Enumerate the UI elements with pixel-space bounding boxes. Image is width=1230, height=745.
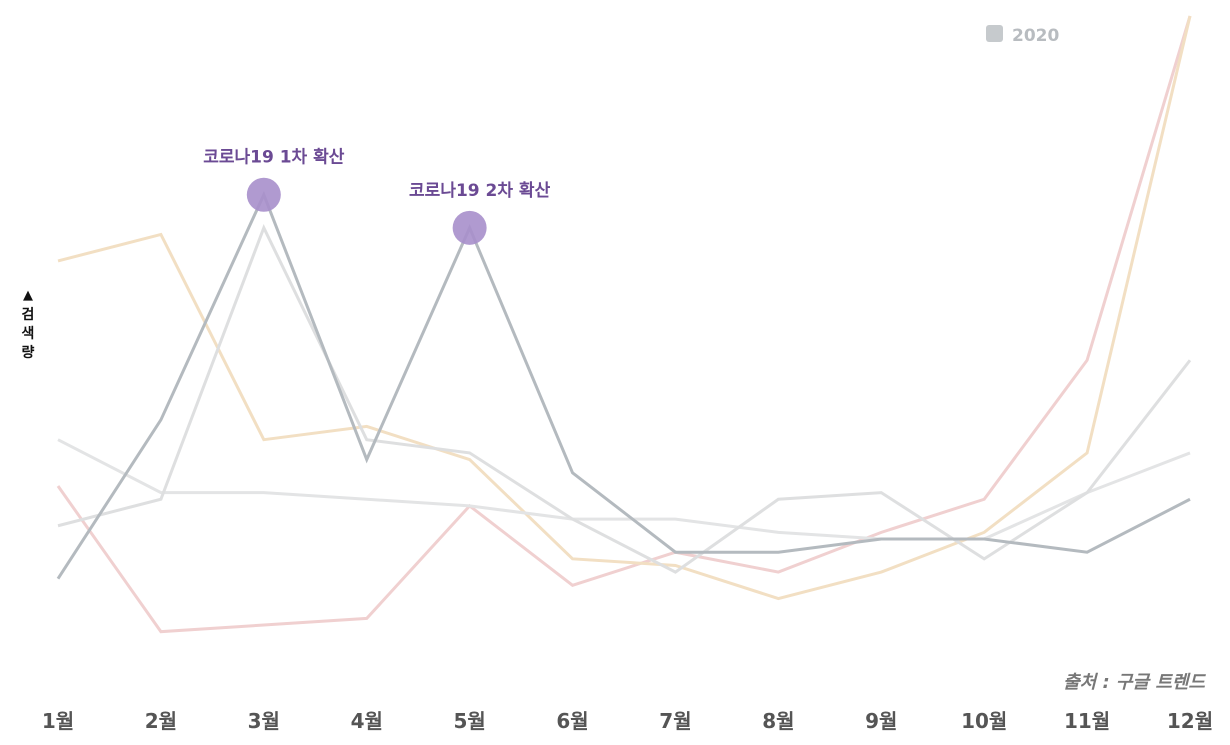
- x-tick-label: 11월: [1064, 709, 1110, 733]
- x-tick-label: 7월: [659, 709, 691, 733]
- annotation-marker-1: [452, 210, 487, 245]
- y-axis-label-char-1: 색: [21, 326, 35, 342]
- up-arrow-icon: ▲: [23, 288, 33, 303]
- series-line-1: [57, 224, 1192, 574]
- annotation-label-0: 코로나19 1차 확산: [203, 148, 345, 168]
- x-tick-label: 2월: [145, 709, 177, 733]
- x-tick-label: 9월: [865, 709, 897, 733]
- x-tick-label: 4월: [351, 709, 383, 733]
- annotation-label-1: 코로나19 2차 확산: [409, 181, 551, 201]
- series-layer: [56, 15, 1192, 634]
- legend-label-2020: 2020: [1012, 26, 1059, 46]
- x-tick-label: 12월: [1167, 709, 1213, 733]
- series-line-3: [57, 15, 1192, 601]
- series-line-0: [56, 190, 1191, 580]
- annotation-marker-0: [246, 177, 281, 212]
- legend-swatch-2020: [986, 25, 1003, 42]
- y-axis-label-char-0: 검: [21, 307, 35, 323]
- x-tick-label: 3월: [248, 709, 280, 733]
- x-tick-label: 10월: [961, 709, 1007, 733]
- x-tick-label: 1월: [42, 709, 74, 733]
- x-tick-label: 6월: [556, 709, 588, 733]
- series-line-2: [57, 438, 1191, 541]
- y-axis-label-char-2: 량: [21, 345, 35, 361]
- x-tick-label: 5월: [453, 709, 485, 733]
- x-axis: 1월 2월 3월 4월 5월 6월 7월 8월 9월 10월 11월 12월: [42, 709, 1213, 733]
- x-tick-label: 8월: [762, 709, 794, 733]
- series-line-4: [56, 15, 1192, 634]
- legend[interactable]: 2020: [986, 25, 1059, 46]
- source-note: 출처 : 구글 트렌드: [1063, 672, 1206, 693]
